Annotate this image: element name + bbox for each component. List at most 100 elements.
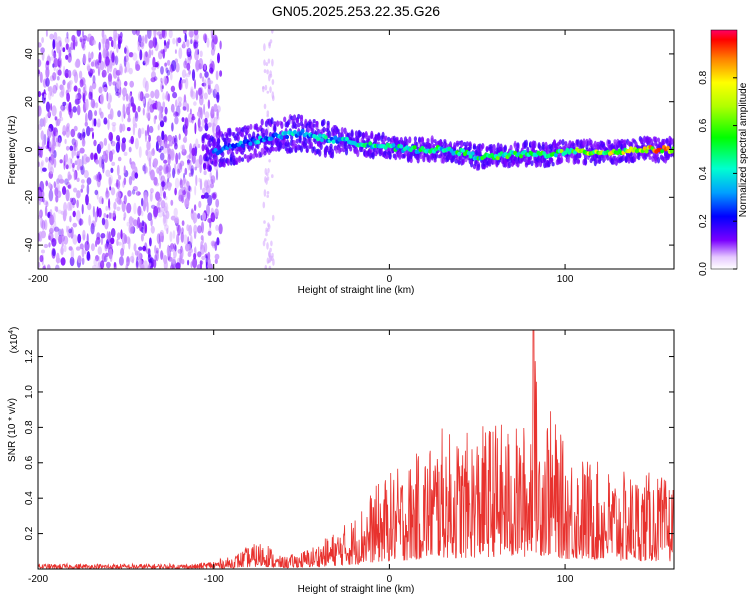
noise-blob bbox=[115, 91, 120, 97]
noise-blob bbox=[161, 85, 164, 90]
noise-blob bbox=[89, 39, 92, 45]
noise-blob bbox=[116, 206, 121, 212]
ridge-cell bbox=[461, 148, 465, 153]
noise-blob bbox=[38, 70, 41, 75]
noise-blob bbox=[72, 106, 77, 113]
noise-blob bbox=[109, 61, 113, 73]
noise-blob bbox=[112, 81, 117, 86]
noise-blob bbox=[152, 158, 159, 167]
ridge-cell bbox=[412, 145, 417, 150]
noise-blob bbox=[262, 85, 265, 93]
noise-blob bbox=[141, 127, 145, 135]
noise-blob bbox=[153, 259, 157, 269]
noise-blob bbox=[72, 143, 76, 152]
noise-blob bbox=[192, 212, 198, 224]
noise-blob bbox=[153, 176, 158, 186]
noise-blob bbox=[65, 225, 68, 233]
noise-blob bbox=[128, 146, 132, 153]
noise-blob bbox=[49, 209, 53, 216]
noise-blob bbox=[41, 220, 46, 230]
noise-blob bbox=[95, 59, 100, 69]
ridge-halo bbox=[430, 135, 434, 143]
noise-blob bbox=[265, 177, 268, 185]
noise-blob bbox=[139, 222, 143, 232]
ridge-halo bbox=[305, 145, 309, 153]
ridge-halo bbox=[472, 145, 476, 150]
noise-blob bbox=[38, 91, 41, 98]
noise-blob bbox=[98, 60, 102, 73]
ridge-halo bbox=[387, 136, 391, 142]
noise-blob bbox=[134, 111, 139, 122]
noise-blob bbox=[214, 241, 218, 252]
noise-blob bbox=[43, 200, 49, 206]
noise-blob bbox=[116, 191, 121, 200]
noise-blob bbox=[98, 51, 102, 64]
noise-blob bbox=[76, 210, 81, 222]
noise-blob bbox=[97, 118, 101, 128]
ridge-halo bbox=[339, 147, 343, 153]
noise-blob bbox=[137, 205, 142, 217]
ridge-halo bbox=[433, 157, 437, 163]
noise-blob bbox=[168, 30, 173, 39]
noise-blob bbox=[123, 55, 127, 68]
ridge-cell bbox=[333, 135, 338, 140]
noise-blob bbox=[53, 31, 58, 41]
noise-blob bbox=[101, 217, 106, 226]
ridge-halo bbox=[322, 126, 326, 133]
noise-blob bbox=[271, 58, 274, 67]
noise-blob bbox=[104, 218, 109, 230]
noise-blob bbox=[59, 159, 63, 164]
noise-blob bbox=[197, 251, 202, 258]
noise-blob bbox=[170, 243, 175, 250]
noise-blob bbox=[130, 135, 134, 145]
noise-blob bbox=[207, 122, 212, 128]
ridge-halo bbox=[243, 154, 247, 159]
noise-blob bbox=[96, 143, 102, 154]
noise-blob bbox=[78, 70, 83, 80]
ridge-halo bbox=[582, 138, 586, 146]
noise-blob bbox=[188, 224, 193, 236]
noise-blob bbox=[101, 159, 105, 170]
ridge-halo bbox=[273, 125, 277, 133]
noise-blob bbox=[129, 157, 132, 165]
noise-blob bbox=[170, 264, 175, 269]
noise-blob bbox=[112, 124, 116, 132]
noise-blob bbox=[183, 60, 188, 69]
snr-y-multiplier-exp: 4 bbox=[8, 330, 15, 334]
colorbar-tick-label: 0.6 bbox=[698, 118, 709, 132]
noise-blob bbox=[121, 123, 126, 132]
noise-blob bbox=[116, 232, 121, 240]
noise-blob bbox=[179, 247, 184, 259]
ridge-halo bbox=[299, 145, 304, 153]
noise-blob bbox=[40, 130, 44, 141]
noise-blob bbox=[186, 181, 190, 187]
noise-blob bbox=[150, 188, 154, 194]
ridge-halo bbox=[656, 156, 661, 164]
noise-blob bbox=[57, 69, 62, 76]
noise-blob bbox=[65, 153, 68, 162]
noise-blob bbox=[51, 238, 57, 247]
ridge-halo bbox=[607, 139, 611, 145]
ridge-halo bbox=[226, 158, 230, 166]
noise-blob bbox=[43, 93, 47, 99]
noise-blob bbox=[128, 52, 134, 58]
noise-blob bbox=[123, 80, 128, 87]
noise-blob bbox=[85, 98, 89, 111]
ridge-halo bbox=[287, 142, 291, 148]
noise-blob bbox=[179, 163, 183, 170]
noise-blob bbox=[128, 216, 134, 226]
noise-blob bbox=[102, 162, 105, 174]
noise-blob bbox=[52, 72, 57, 81]
colorbar-tick-label: 0.8 bbox=[698, 70, 709, 84]
noise-blob bbox=[117, 110, 121, 118]
ridge-halo bbox=[612, 160, 616, 165]
noise-blob bbox=[136, 189, 139, 197]
noise-blob bbox=[51, 90, 55, 97]
noise-blob bbox=[198, 200, 202, 209]
noise-blob bbox=[116, 179, 121, 190]
noise-blob bbox=[86, 177, 92, 185]
noise-blob bbox=[134, 172, 139, 179]
noise-blob bbox=[269, 86, 272, 93]
noise-blob bbox=[85, 156, 90, 163]
